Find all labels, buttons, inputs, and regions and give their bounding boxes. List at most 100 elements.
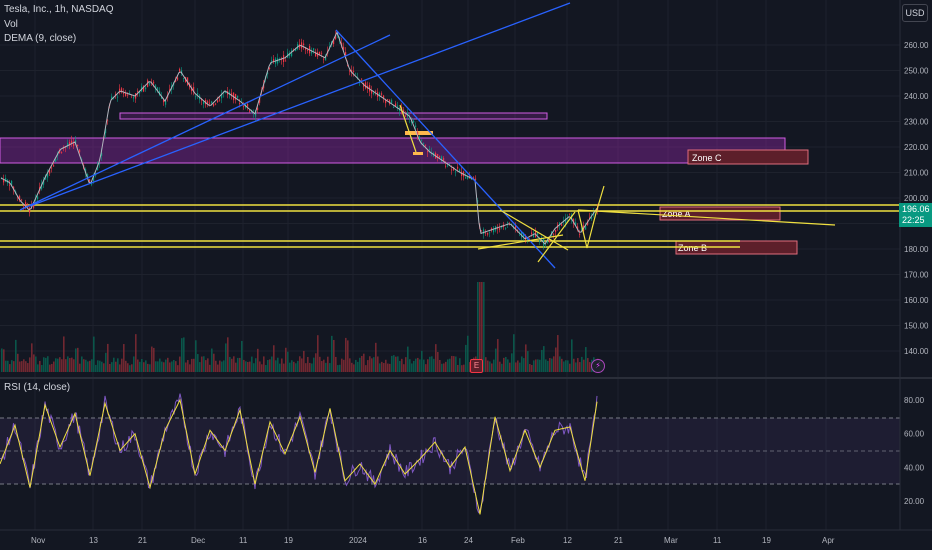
volume-legend[interactable]: Vol [4, 19, 18, 30]
candle-body [237, 95, 239, 98]
volume-bar [335, 356, 337, 372]
volume-bar [579, 362, 581, 372]
volume-bar [233, 356, 235, 372]
volume-bar [153, 347, 155, 372]
volume-bar [197, 354, 199, 372]
volume-bar [41, 364, 43, 372]
candle-body [383, 95, 385, 99]
volume-bar [367, 360, 369, 372]
volume-bar [399, 360, 401, 372]
zone-c-band[interactable] [0, 137, 786, 164]
candle-body [405, 115, 407, 117]
candle-body [423, 143, 425, 144]
volume-bar [171, 361, 173, 372]
candle-body [455, 171, 457, 173]
time-tick-label: 24 [464, 536, 473, 545]
volume-bar [281, 358, 283, 372]
candle-body [105, 128, 107, 134]
candle-body [93, 175, 95, 181]
volume-bar [111, 362, 113, 372]
volume-bar [25, 361, 27, 372]
volume-bar [371, 358, 373, 372]
candle-body [183, 77, 185, 79]
volume-bar [457, 364, 459, 372]
time-tick-label: 11 [713, 536, 722, 545]
candle-body [247, 103, 249, 107]
candle-body [311, 50, 313, 54]
volume-bar [113, 357, 115, 372]
volume-bar [19, 361, 21, 372]
volume-bar [343, 359, 345, 372]
candle-body [361, 78, 363, 80]
volume-bar [205, 360, 207, 372]
volume-bar [55, 358, 57, 372]
volume-bar [391, 355, 393, 372]
earnings-icon[interactable]: E [470, 359, 483, 373]
volume-bar [181, 338, 183, 372]
candle-body [215, 103, 217, 105]
candle-body [579, 233, 581, 235]
pattern-lines[interactable] [399, 104, 836, 263]
volume-bar [161, 361, 163, 372]
support-lines[interactable] [0, 204, 900, 248]
volume-bar [271, 356, 273, 372]
price-axis[interactable]: 260.00 250.00 240.00 230.00 220.00 210.00 200.… [904, 41, 929, 356]
volume-bar [355, 359, 357, 372]
rsi-axis[interactable]: 80.00 60.00 40.00 20.00 [904, 396, 925, 506]
rsi-legend[interactable]: RSI (14, close) [4, 382, 71, 393]
candle-body [437, 154, 439, 158]
candle-body [29, 207, 31, 213]
zone-c-label-box[interactable] [687, 149, 809, 165]
time-axis[interactable]: Nov 13 21 Dec 11 19 2024 16 24 Feb 12 21 Mar 11 19 Apr [31, 536, 835, 545]
upper-range-box[interactable] [119, 112, 548, 120]
volume-bar [403, 364, 405, 372]
volume-bar [109, 364, 111, 372]
volume-bar [549, 358, 551, 372]
symbol-legend[interactable]: Tesla, Inc., 1h, NASDAQ [4, 4, 114, 15]
volume-bar [325, 362, 327, 372]
volume-bar [127, 363, 129, 372]
candle-body [139, 91, 141, 94]
volume-bar [561, 358, 563, 372]
volume-bar [365, 365, 367, 372]
candle-body [25, 202, 27, 207]
candle-body [175, 80, 177, 82]
candle-body [133, 96, 135, 99]
volume-bar [375, 342, 377, 372]
volume-bar [7, 360, 9, 372]
dema-legend[interactable]: DEMA (9, close) [4, 33, 77, 44]
volume-bar [9, 364, 11, 372]
candle-body [429, 149, 431, 151]
flash-icon[interactable]: ⚡ [591, 359, 605, 373]
volume-bar [425, 364, 427, 372]
volume-bar [493, 359, 495, 372]
candle-body [273, 59, 275, 62]
candle-body [101, 152, 103, 156]
volume-bar [83, 359, 85, 372]
candle-body [271, 60, 273, 62]
volume-bar [531, 364, 533, 372]
candle-body [537, 232, 539, 235]
candle-body [219, 99, 221, 101]
volume-bar [439, 359, 441, 372]
volume-bar [99, 360, 101, 372]
time-tick-label: Apr [822, 536, 835, 545]
candle-body [177, 77, 179, 80]
candle-body [119, 88, 121, 93]
volume-bar [201, 356, 203, 372]
volume-bar [231, 358, 233, 372]
trend-lines[interactable] [19, 2, 571, 269]
volume-bar [217, 364, 219, 372]
volume-bar [227, 337, 229, 372]
candle-body [75, 139, 77, 143]
volume-bar [589, 362, 591, 372]
candle-body [517, 229, 519, 231]
orange-marker-small [413, 152, 423, 155]
volume-bar [273, 345, 275, 372]
currency-button[interactable]: USD [902, 4, 928, 22]
volume-bar [229, 356, 231, 372]
volume-bar [65, 359, 67, 372]
volume-bar [63, 336, 65, 372]
volume-bar [149, 364, 151, 372]
